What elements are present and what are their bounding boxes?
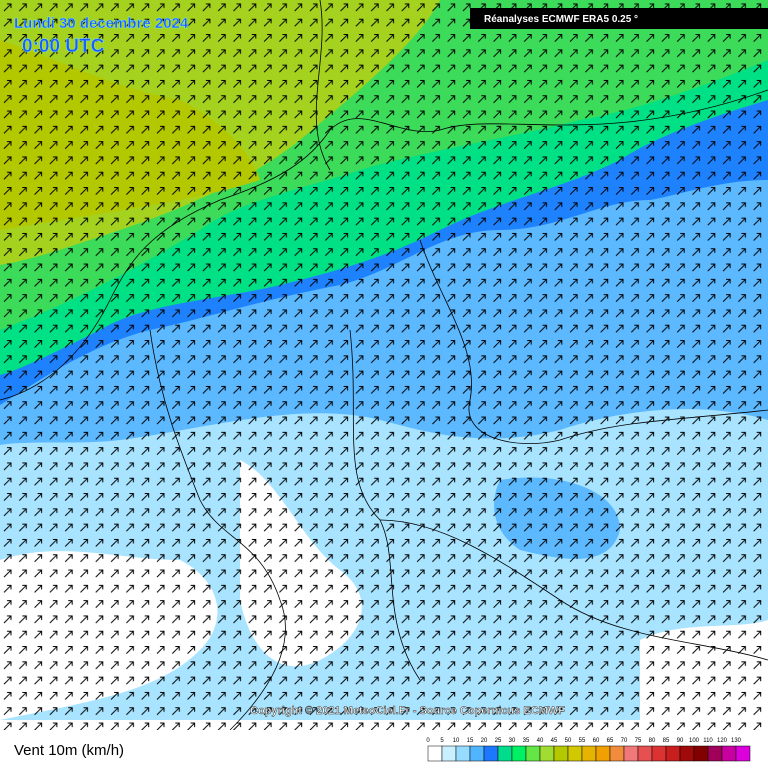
legend-swatch: [553, 745, 569, 762]
date-title: Lundi 30 decembre 2024: [14, 15, 189, 32]
legend-swatch: [525, 745, 541, 762]
variable-label: Vent 10m (km/h): [14, 742, 124, 759]
legend-label: 90: [677, 738, 684, 744]
legend: 0 5 10 15 20 25 30 35 40 45 50 55 60 65 70 75 80 85 90 100 1…: [426, 738, 751, 762]
legend-swatch: [665, 745, 681, 762]
legend-label: 75: [635, 738, 642, 744]
wind-field: [0, 0, 768, 730]
legend-label: 85: [663, 738, 670, 744]
legend-swatch: [511, 745, 527, 762]
legend-label: 70: [621, 738, 628, 744]
legend-label: 100: [689, 738, 700, 744]
legend-swatch: [609, 745, 625, 762]
legend-swatch: [637, 745, 653, 762]
time-label: 0:00 UTC: [22, 36, 105, 57]
legend-swatch: [707, 745, 723, 762]
legend-swatch: [427, 745, 443, 762]
legend-swatch: [469, 745, 485, 762]
legend-swatch: [623, 745, 639, 762]
legend-swatch: [539, 745, 555, 762]
legend-swatch: [735, 745, 751, 762]
legend-swatch: [721, 745, 737, 762]
legend-swatch: [567, 745, 583, 762]
legend-label: 80: [649, 738, 656, 744]
legend-label: 5: [440, 738, 444, 744]
legend-label: 55: [579, 738, 586, 744]
source-label: Réanalyses ECMWF ERA5 0.25 °: [484, 14, 638, 25]
source-box: [470, 8, 768, 29]
legend-label: 20: [481, 738, 488, 744]
legend-label: 30: [509, 738, 516, 744]
legend-label: 15: [467, 738, 474, 744]
legend-label: 10: [453, 738, 460, 744]
copyright: Copyright © 2021 MeteoCiel.Fr - Source C…: [250, 705, 565, 717]
legend-swatch: [455, 745, 471, 762]
legend-label: 40: [537, 738, 544, 744]
legend-label: 110: [703, 738, 713, 744]
legend-label: 50: [565, 738, 572, 744]
legend-label: 0: [426, 738, 430, 744]
legend-label: 45: [551, 738, 558, 744]
borders: [0, 0, 768, 731]
legend-swatch: [693, 745, 709, 762]
legend-swatch: [595, 745, 611, 762]
legend-swatch: [679, 745, 695, 762]
legend-label: 65: [607, 738, 614, 744]
legend-swatch: [497, 745, 513, 762]
legend-label: 35: [523, 738, 530, 744]
legend-swatch: [441, 745, 457, 762]
legend-swatch: [483, 745, 499, 762]
legend-label: 130: [731, 738, 742, 744]
legend-label: 120: [717, 738, 728, 744]
legend-label: 25: [495, 738, 502, 744]
legend-swatch: [651, 745, 667, 762]
legend-swatch: [581, 745, 597, 762]
legend-label: 60: [593, 738, 600, 744]
